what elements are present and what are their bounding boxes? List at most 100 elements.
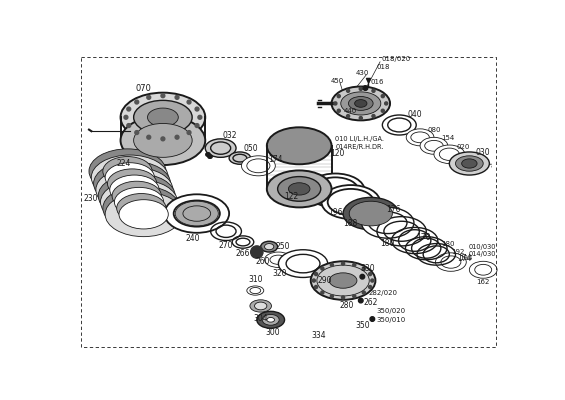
Ellipse shape xyxy=(103,156,152,186)
Text: 194: 194 xyxy=(459,255,473,261)
Circle shape xyxy=(385,102,388,105)
Ellipse shape xyxy=(277,176,321,201)
Text: 350/010: 350/010 xyxy=(376,317,406,323)
Circle shape xyxy=(195,107,199,111)
Text: 250: 250 xyxy=(276,242,290,251)
Ellipse shape xyxy=(147,108,179,126)
Circle shape xyxy=(353,263,356,266)
Text: 262: 262 xyxy=(363,298,377,306)
Ellipse shape xyxy=(96,167,173,212)
Ellipse shape xyxy=(341,92,381,115)
Text: 304: 304 xyxy=(253,314,268,323)
Text: 040: 040 xyxy=(407,110,422,119)
Ellipse shape xyxy=(288,183,310,195)
Text: 240: 240 xyxy=(186,234,200,244)
Ellipse shape xyxy=(114,187,164,217)
Circle shape xyxy=(127,107,131,111)
Ellipse shape xyxy=(449,152,489,175)
Ellipse shape xyxy=(103,186,180,230)
Ellipse shape xyxy=(311,261,375,300)
Text: 174: 174 xyxy=(268,155,282,164)
Ellipse shape xyxy=(260,241,277,252)
Ellipse shape xyxy=(92,155,168,200)
Text: 330: 330 xyxy=(360,264,375,274)
Ellipse shape xyxy=(349,201,392,226)
Ellipse shape xyxy=(257,311,285,328)
Ellipse shape xyxy=(462,159,477,168)
Text: 010 LI/L.H./GA.: 010 LI/L.H./GA. xyxy=(336,136,384,142)
Text: 014RE/R.H.DR.: 014RE/R.H.DR. xyxy=(336,144,384,150)
Ellipse shape xyxy=(267,127,332,164)
Ellipse shape xyxy=(264,244,274,250)
Circle shape xyxy=(135,131,138,134)
Ellipse shape xyxy=(119,200,168,229)
Circle shape xyxy=(358,298,363,303)
Text: 014/030: 014/030 xyxy=(469,251,496,257)
Ellipse shape xyxy=(110,175,159,204)
Text: 300: 300 xyxy=(265,328,280,338)
Circle shape xyxy=(175,96,179,99)
Ellipse shape xyxy=(262,314,279,325)
Ellipse shape xyxy=(267,170,332,207)
Text: 450: 450 xyxy=(331,78,344,84)
Circle shape xyxy=(195,124,199,128)
Text: 154: 154 xyxy=(441,135,454,141)
Circle shape xyxy=(372,114,375,118)
Circle shape xyxy=(187,100,191,104)
Ellipse shape xyxy=(134,124,192,157)
Ellipse shape xyxy=(105,163,154,192)
Ellipse shape xyxy=(229,152,251,164)
Text: 230: 230 xyxy=(83,194,98,203)
Ellipse shape xyxy=(205,139,236,157)
Text: 030: 030 xyxy=(476,148,490,157)
Circle shape xyxy=(346,114,350,118)
Circle shape xyxy=(381,94,384,98)
Ellipse shape xyxy=(267,318,275,322)
Circle shape xyxy=(147,135,151,139)
Text: 018: 018 xyxy=(377,64,390,70)
Text: 280: 280 xyxy=(340,301,354,310)
Text: 070: 070 xyxy=(136,84,151,92)
Text: 120: 120 xyxy=(331,149,345,158)
Ellipse shape xyxy=(117,194,166,223)
Ellipse shape xyxy=(94,161,171,206)
Text: 266: 266 xyxy=(236,249,250,258)
Circle shape xyxy=(346,89,350,92)
Circle shape xyxy=(161,137,165,141)
Text: 180: 180 xyxy=(381,239,395,248)
Ellipse shape xyxy=(321,185,380,219)
Circle shape xyxy=(362,291,366,294)
Text: 270: 270 xyxy=(219,241,233,250)
Circle shape xyxy=(198,115,202,119)
Ellipse shape xyxy=(101,180,177,224)
Circle shape xyxy=(124,115,128,119)
Ellipse shape xyxy=(306,174,364,207)
Circle shape xyxy=(368,272,372,276)
Circle shape xyxy=(315,272,318,276)
Ellipse shape xyxy=(98,174,175,218)
Text: 350: 350 xyxy=(355,321,370,330)
Circle shape xyxy=(321,291,324,294)
Ellipse shape xyxy=(332,86,390,120)
Text: 282/020: 282/020 xyxy=(368,290,398,296)
Text: 350/020: 350/020 xyxy=(376,308,405,314)
Text: 260: 260 xyxy=(256,257,270,266)
Text: 170: 170 xyxy=(416,233,431,242)
Circle shape xyxy=(341,262,345,265)
Ellipse shape xyxy=(420,137,448,154)
Ellipse shape xyxy=(362,207,414,238)
Text: 020: 020 xyxy=(457,144,470,150)
Text: 180: 180 xyxy=(442,241,455,247)
Circle shape xyxy=(341,296,345,299)
Text: 196: 196 xyxy=(328,208,342,216)
Circle shape xyxy=(312,279,315,282)
Text: 440: 440 xyxy=(344,108,357,114)
Text: 176: 176 xyxy=(386,205,401,214)
Circle shape xyxy=(321,267,324,270)
Circle shape xyxy=(381,109,384,112)
Ellipse shape xyxy=(355,100,367,107)
Circle shape xyxy=(359,87,362,90)
Circle shape xyxy=(360,274,364,279)
Text: 192: 192 xyxy=(451,249,464,255)
Ellipse shape xyxy=(134,100,192,134)
